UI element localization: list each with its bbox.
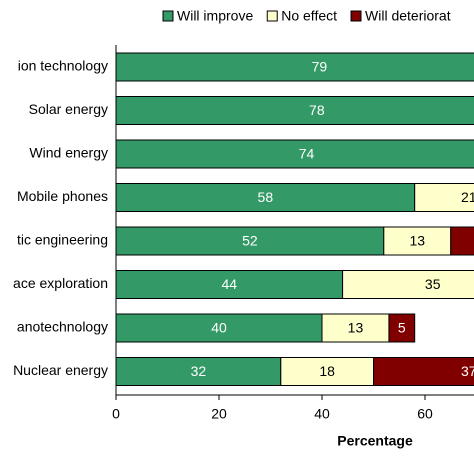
x-axis-label: Percentage (337, 433, 413, 449)
y-tick-label: ace exploration (13, 275, 108, 291)
value-label: 5 (398, 320, 406, 336)
value-label: 35 (425, 276, 441, 292)
bar-segment (115, 52, 474, 82)
value-label: 58 (258, 189, 274, 205)
legend-swatch (350, 10, 362, 22)
y-tick-label: Mobile phones (17, 188, 108, 204)
value-label: 13 (348, 320, 364, 336)
value-label: 37 (461, 363, 474, 379)
x-tick-label: 20 (211, 406, 227, 422)
legend-label: No effect (281, 8, 337, 24)
y-tick-label: anotechnology (17, 319, 108, 335)
value-label: 44 (222, 276, 238, 292)
bar-segment (115, 226, 385, 256)
value-label: 18 (319, 363, 335, 379)
value-label: 74 (299, 146, 315, 162)
bar-segment (388, 313, 416, 343)
x-tick-label: 40 (314, 406, 330, 422)
value-label: 32 (191, 363, 207, 379)
y-tick-label: tic engineering (17, 232, 108, 248)
x-tick-label: 60 (417, 406, 433, 422)
bar-segment (115, 139, 474, 169)
x-tick-label: 0 (112, 406, 120, 422)
bar-segment (450, 226, 474, 256)
bar-segment (115, 183, 416, 212)
value-label: 13 (409, 233, 425, 249)
y-tick-label: Solar energy (29, 101, 108, 117)
legend-swatch (162, 10, 174, 22)
bar-segment (342, 270, 474, 299)
y-tick-label: Nuclear energy (13, 362, 108, 378)
value-label: 40 (211, 320, 227, 336)
y-tick-label: Wind energy (29, 145, 108, 161)
bar-segment (414, 183, 474, 212)
bar-segment (115, 96, 474, 125)
y-tick-label: ion technology (18, 58, 108, 74)
value-label: 78 (309, 102, 325, 118)
legend-label: Will improve (177, 8, 253, 24)
bar-segment (280, 357, 374, 386)
bar-segment (373, 357, 474, 386)
bar-segment (321, 313, 390, 343)
value-label: 21 (461, 189, 474, 205)
value-label: 79 (312, 59, 328, 75)
value-label: 52 (242, 233, 258, 249)
legend-label: Will deteriorat (365, 8, 451, 24)
bar-segment (383, 226, 452, 256)
legend-swatch (266, 10, 278, 22)
